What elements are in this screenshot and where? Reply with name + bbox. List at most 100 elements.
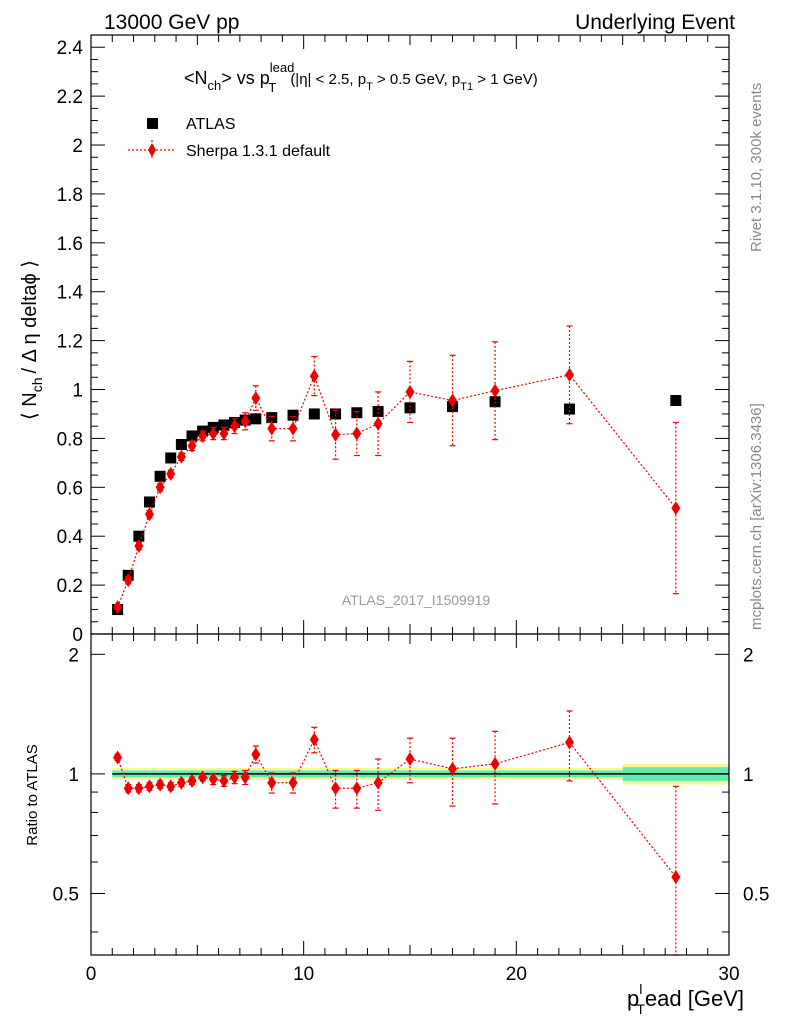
header-right: Underlying Event [575,11,735,34]
main-y-tick-label: 1.4 [57,283,84,304]
ratio-frame [90,633,730,956]
ratio-y-ticks: 0.5 0.5 1 1 2 2 [53,645,769,933]
ratio-panel: 0.5 0.51 12 2 0 10 20 30 Ratio to ATLAS pl Tead… [24,35,769,1017]
legend-atlas-marker [147,118,158,129]
ratio-sherpa-point [240,770,250,785]
ratio-sherpa-point [208,772,218,787]
atlas-point [175,439,187,451]
sherpa-point [155,480,165,495]
ratio-sherpa-point [565,735,574,750]
atlas-point [143,496,155,508]
title-part: > vs p [221,68,270,88]
ratio-y-tick-label-right: 1 [743,765,754,786]
sherpa-line [117,374,677,608]
ratio-series [113,710,681,956]
x-tick-label: 0 [86,964,97,985]
main-y-tick-label: 0.2 [57,576,83,597]
ratio-sherpa-point [288,775,298,790]
ratio-y-tick-label-right: 2 [743,645,754,666]
ratio-y-tick-label-right: 0.5 [743,884,769,905]
atlas-point [250,413,262,425]
atlas-point [287,409,299,421]
ratio-sherpa-point [309,732,319,747]
main-panel: 0.20.40.60.811.21.41.61.822.22.40 <Nch> … [19,34,730,646]
main-y-tick-label: 2.2 [57,87,83,108]
header-left: 13000 GeV pp [104,11,239,34]
sherpa-point [448,393,458,408]
ratio-y-tick-label: 1 [68,765,79,786]
ratio-sherpa-point [373,775,383,790]
ratio-sherpa-point [490,756,500,771]
ratio-sherpa-point [176,775,186,790]
x-label-part: ead [GeV] [645,986,744,1011]
sherpa-point [113,600,123,615]
y-label-part: / Δ η deltaϕ ⟩ [19,260,41,374]
sherpa-point [208,426,218,441]
ratio-sherpa-point [251,747,261,762]
atlas-point [186,430,198,442]
title-cond: > 0.5 GeV, p [373,71,460,88]
x-label-sub: T [636,1001,645,1017]
atlas-point [489,396,501,408]
sherpa-point [166,466,176,481]
main-y-tick-label: 1.6 [57,234,83,255]
ratio-sherpa-point [219,773,229,788]
x-axis-label: pl Tead [GeV] [627,981,744,1017]
title-sub: T1 [460,81,473,93]
title-sub: ch [208,78,222,93]
sherpa-point [240,414,250,429]
ratio-sherpa-point [230,770,240,785]
watermark: ATLAS_2017_I1509919 [342,592,491,608]
sherpa-point [251,391,261,406]
ratio-sherpa-point [198,770,208,785]
main-series [112,325,682,616]
title-cond: > 1 GeV) [473,71,538,88]
atlas-point [308,408,320,420]
ratio-sherpa-point [448,761,458,776]
x-ticks: 0 10 20 30 [86,35,740,985]
x-label-part: p [627,986,639,1011]
atlas-point [154,470,166,482]
sherpa-point [134,538,144,553]
main-y-tick-label: 1.2 [57,332,83,353]
main-y-label: ⟨ Nch / Δ η deltaϕ ⟩ [19,260,45,420]
main-y-tick-label: 0.8 [57,429,83,450]
sherpa-point [144,507,154,522]
title-cond: (|η| < 2.5, p [290,71,366,88]
ratio-y-tick-label: 0.5 [53,884,79,905]
sherpa-point [123,573,133,588]
title-sub: T [366,81,373,93]
main-y-tick-label: 0.4 [57,527,84,548]
atlas-point [330,408,342,420]
sherpa-point [309,369,319,384]
title-part: <N [184,68,208,88]
ratio-sherpa-point [352,781,362,796]
main-y-tick-label: 0.6 [57,478,83,499]
sherpa-point [198,428,208,443]
sherpa-point [671,501,681,516]
main-y-tick-label: 1 [72,381,83,402]
sherpa-point [176,449,186,464]
rivet-label: Rivet 3.1.10, 300k events [748,83,765,252]
x-tick-label: 10 [293,964,314,985]
sherpa-point [331,427,341,442]
legend-sherpa-label: Sherpa 1.3.1 default [186,143,331,160]
sherpa-point [405,384,415,399]
x-tick-label: 20 [506,964,527,985]
sherpa-point [373,416,383,431]
sherpa-point [219,426,229,441]
atlas-point [404,402,416,414]
ratio-sherpa-point [166,779,176,794]
plot-title: <Nch> vs plead T (|η| < 2.5, pT > 0.5 GeV,… [184,60,538,95]
sherpa-point [288,421,298,436]
ratio-sherpa-point [113,750,123,765]
ratio-sherpa-point [187,773,197,788]
atlas-point [670,395,682,407]
x-tick-label: 30 [718,964,739,985]
ratio-sherpa-point [123,781,133,796]
ratio-sherpa-line [117,738,677,878]
main-y-tick-label: 2.4 [57,38,84,59]
sherpa-point [187,438,197,453]
main-y-tick-label-zero: 0 [72,625,83,646]
